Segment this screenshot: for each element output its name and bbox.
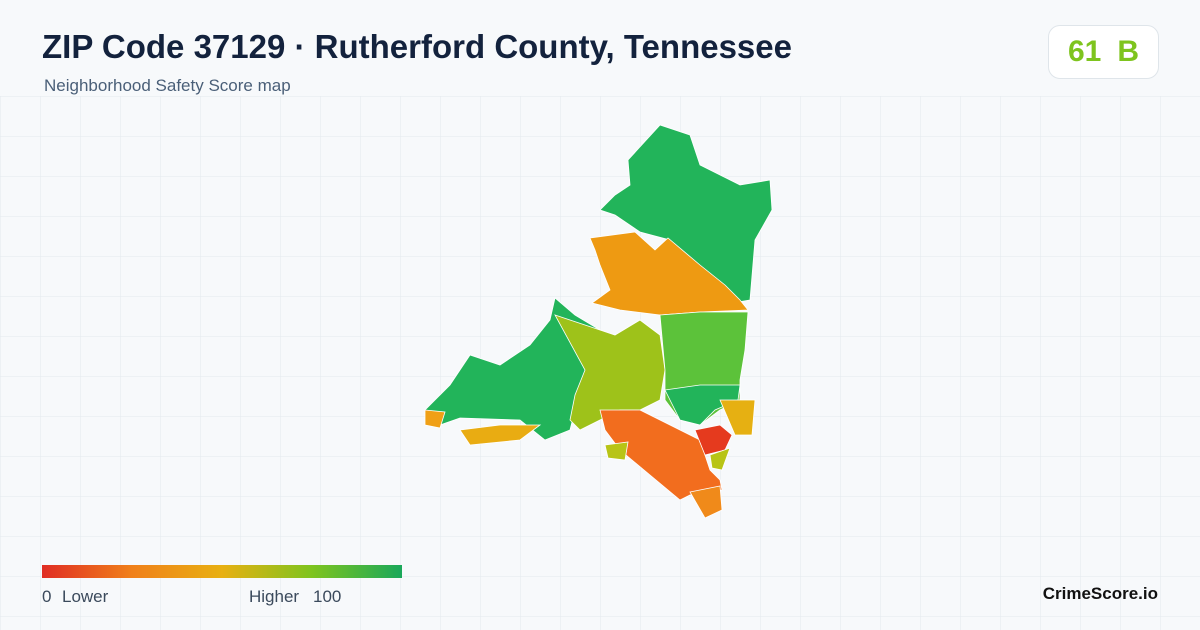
score-badge: 61 B [1048, 25, 1159, 79]
region [424, 409, 446, 429]
legend-min-label: Lower [62, 587, 109, 606]
brand: CrimeScore.io [1042, 584, 1158, 603]
subtitle: Neighborhood Safety Score map [44, 76, 291, 95]
region [719, 399, 756, 436]
region [694, 424, 733, 456]
score-grade: B [1117, 35, 1140, 68]
region [459, 424, 542, 446]
legend-gradient [42, 565, 402, 578]
score-value: 61 [1067, 35, 1102, 68]
region [689, 485, 723, 519]
legend-min: 0 [42, 587, 52, 606]
region [709, 447, 731, 471]
legend-max: 100 [313, 587, 342, 606]
region [604, 441, 629, 461]
title: ZIP Code 37129 · Rutherford County, Tenn… [42, 28, 792, 65]
region [589, 231, 749, 316]
zip-regions [424, 124, 773, 519]
legend-max-label: Higher [249, 587, 300, 606]
